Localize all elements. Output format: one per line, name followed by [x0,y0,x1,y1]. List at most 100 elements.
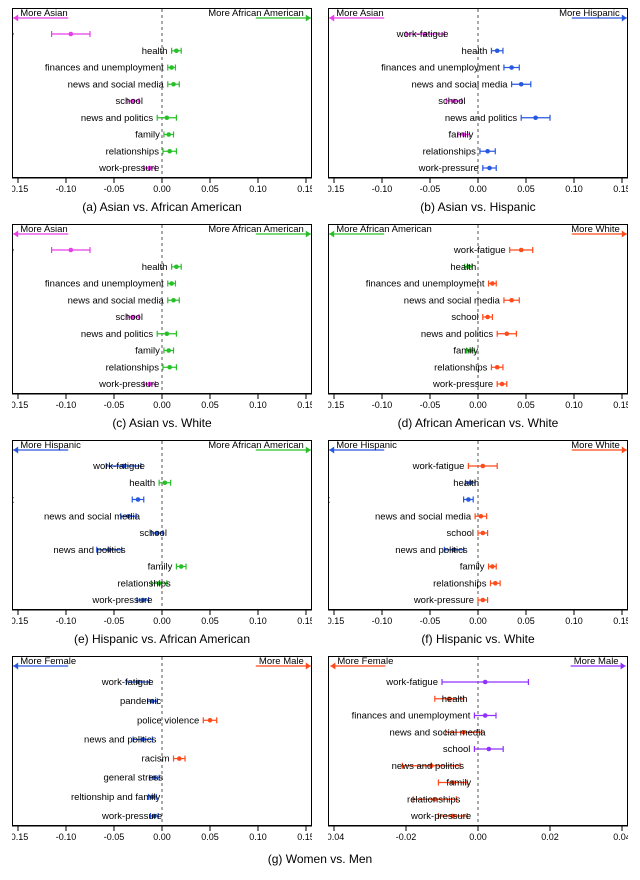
caption-e: (e) Hispanic vs. African American [74,632,250,646]
tick-label: -0.05 [104,400,125,410]
row-label: nances and unemployment [12,495,14,506]
panel-b: More AsianMore Hispanicwork-fatiguehealt… [328,8,628,198]
tick-label: -0.10 [372,616,393,626]
datapoint [483,713,488,718]
panel-wrap-b: More AsianMore Hispanicwork-fatiguehealt… [324,8,632,220]
row-label: ork-fatigue [12,245,14,256]
row-label: family [460,562,485,573]
row-label: school [115,312,142,323]
row-label: health [442,694,468,705]
datapoint [136,497,141,502]
tick-label: 0.05 [517,400,535,410]
datapoint [481,598,486,603]
datapoint [69,248,74,253]
datapoint [481,531,486,536]
row-label: finances and unemployment [352,711,471,722]
left-arrow-label: More Female [337,656,393,667]
tick-label: -0.15 [328,400,344,410]
row-label: news and politics [445,113,518,124]
caption-b: (b) Asian vs. Hispanic [420,200,535,214]
tick-label: 0.15 [297,400,312,410]
tick-label: -0.05 [420,184,441,194]
row-label: pandemic [120,696,161,707]
tick-label: 0.05 [517,184,535,194]
datapoint [166,348,171,353]
datapoint [169,65,174,70]
datapoint [177,756,182,761]
datapoint [495,48,500,53]
row-label: health [450,262,476,273]
panel-wrap-gR: More Female More Male work-fatigue health fi… [324,656,632,846]
row-label: news and social media [404,295,501,306]
row-label: school [451,312,478,323]
row-label: work-pressure [91,595,152,606]
row-label: work-fatigue [453,245,506,256]
panel-c: More AsianMore African Americanork-fatig… [12,224,312,414]
tick-label: 0.10 [565,400,583,410]
row-label: health [142,262,168,273]
panel-gR: More Female More Male work-fatigue health fi… [328,656,628,846]
row-label: news and politics [395,545,468,556]
datapoint [169,281,174,286]
datapoint [509,65,514,70]
row-label: work-pressure [413,595,474,606]
row-label: school [139,528,166,539]
datapoint [208,718,213,723]
panel-f: More HispanicMore Whitework-fatiguehealt… [328,440,628,630]
row-label: work-fatigue [101,677,154,688]
tick-label: -0.10 [56,184,77,194]
left-arrow-label: More Hispanic [336,440,397,451]
tick-label: 0.15 [613,616,628,626]
row-label: work-pressure [418,163,479,174]
row-label: work-pressure [432,379,493,390]
panel-wrap-a: More AsianMore African Americanork-fatig… [8,8,316,220]
datapoint [466,497,471,502]
tick-label: -0.10 [56,616,77,626]
datapoint [493,581,498,586]
tick-label: 0.10 [249,184,267,194]
tick-label: 0.15 [297,184,312,194]
row-label: finances and unemployment [45,279,164,290]
right-arrow-label: More White [571,440,620,451]
tick-label: -0.05 [420,400,441,410]
tick-label: 0.10 [249,616,267,626]
row-label: family [446,778,471,789]
datapoint [171,298,176,303]
tick-label: 0.10 [565,616,583,626]
row-label: news and politics [53,545,126,556]
datapoint [165,331,170,336]
row-label: finances and unemployment [366,279,485,290]
datapoint [163,480,168,485]
row-label: news and social media [68,295,165,306]
left-arrow-label: More Asian [20,8,68,19]
left-arrow-label: More Female [20,656,76,667]
row-label: work-pressure [98,379,159,390]
right-arrow-label: More African American [208,8,304,19]
row-label: news and social media [389,727,486,738]
row-label: health [462,46,488,57]
datapoint [479,514,484,519]
row-label: news and social media [68,79,165,90]
panel-d: More African AmericanMore Whitework-fati… [328,224,628,414]
row-label: nances and unemployment [328,495,330,506]
row-label: racism [142,754,170,765]
tick-label: 0.00 [153,832,171,842]
datapoint [483,680,488,685]
panel-wrap-f: More HispanicMore Whitework-fatiguehealt… [324,440,632,652]
row-label: news and politics [421,329,494,340]
tick-label: 0.15 [297,616,312,626]
datapoint [487,747,492,752]
datapoint [485,149,490,154]
row-label: police violence [137,715,199,726]
row-label: work-fatigue [385,677,438,688]
row-label: general stress [103,773,163,784]
tick-label: -0.10 [56,832,77,842]
row-label: relationships [433,578,487,589]
datapoint [174,264,179,269]
panel-wrap-e: More HispanicMore African Americanwork-f… [8,440,316,652]
row-label: family [148,562,173,573]
datapoint [533,115,538,120]
row-label: news and social media [411,79,508,90]
right-arrow-label: More Male [574,656,619,667]
tick-label: 0.15 [613,184,628,194]
